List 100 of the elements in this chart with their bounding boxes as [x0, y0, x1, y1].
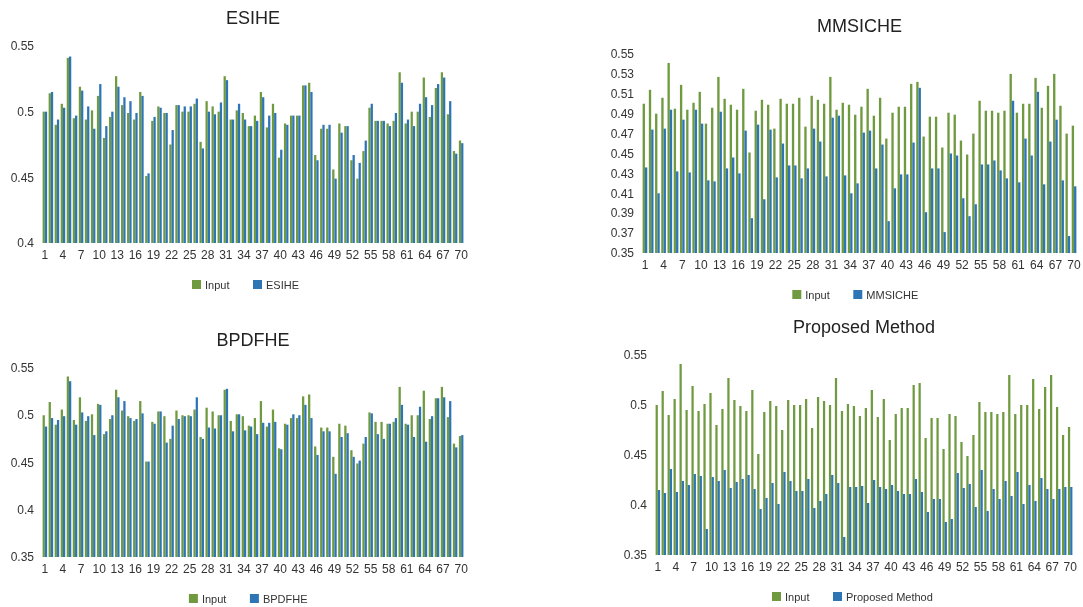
x-tick-label: 67 — [436, 248, 451, 262]
x-tick-label: 61 — [1009, 560, 1024, 574]
legend-label: Input — [785, 590, 810, 603]
x-tick-label: 40 — [273, 248, 288, 262]
x-tick-label: 55 — [363, 562, 378, 576]
y-tick-label: 0.5 — [630, 398, 648, 413]
x-tick-label: 61 — [400, 248, 414, 262]
x-tick-label: 37 — [255, 248, 270, 262]
x-tick-label: 37 — [862, 258, 876, 272]
legend-label: Proposed Method — [846, 590, 933, 603]
x-tick-label: 52 — [345, 562, 360, 576]
x-tick-label: 25 — [182, 562, 197, 576]
y-tick-label: 0.45 — [610, 146, 635, 161]
legend-label: Input — [201, 592, 227, 605]
x-tick-label: 34 — [237, 562, 251, 576]
x-tick-label: 55 — [974, 258, 988, 272]
x-tick-label: 19 — [146, 248, 161, 262]
x-tick-label: 64 — [1030, 258, 1044, 272]
x-tick-label: 4 — [660, 258, 668, 272]
x-tick-label: 22 — [164, 562, 179, 576]
x-tick-label: 19 — [758, 560, 773, 574]
x-tick-label: 49 — [327, 248, 342, 262]
legend-label: Input — [805, 288, 830, 301]
y-tick-label: 0.55 — [10, 361, 35, 376]
x-tick-label: 49 — [937, 560, 952, 574]
x-tick-label: 64 — [418, 562, 432, 576]
y-tick-label: 0.35 — [10, 550, 35, 565]
x-tick-label: 10 — [92, 248, 107, 262]
y-tick-label: 0.55 — [10, 39, 35, 54]
x-tick-label: 67 — [436, 562, 451, 576]
x-tick-label: 58 — [992, 258, 1007, 272]
chart-title: Proposed Method — [792, 317, 936, 337]
x-tick-label: 16 — [128, 562, 143, 576]
x-tick-label: 58 — [382, 248, 396, 262]
x-tick-label: 31 — [219, 562, 233, 576]
x-tick-label: 46 — [920, 560, 934, 574]
x-tick-label: 43 — [291, 562, 306, 576]
x-tick-label: 58 — [382, 562, 396, 576]
x-tick-label: 55 — [973, 560, 988, 574]
x-tick-label: 13 — [110, 562, 125, 576]
x-tick-label: 28 — [201, 248, 215, 262]
x-tick-label: 67 — [1048, 258, 1063, 272]
x-tick-label: 52 — [955, 258, 970, 272]
x-tick-label: 49 — [327, 562, 342, 576]
chart-title: BPDFHE — [216, 330, 290, 350]
x-tick-label: 31 — [830, 560, 845, 574]
x-tick-label: 13 — [712, 258, 727, 272]
x-tick-label: 7 — [690, 560, 698, 574]
x-tick-label: 70 — [1067, 258, 1082, 272]
x-tick-label: 67 — [1045, 560, 1060, 574]
legend-label: BPDFHE — [262, 592, 308, 605]
x-tick-label: 19 — [750, 258, 764, 272]
x-tick-label: 46 — [309, 248, 324, 262]
x-tick-label: 16 — [128, 248, 143, 262]
x-tick-label: 1 — [41, 248, 49, 262]
x-tick-label: 64 — [1027, 560, 1042, 574]
x-tick-label: 22 — [776, 560, 791, 574]
y-tick-label: 0.5 — [17, 104, 35, 119]
y-tick-label: 0.4 — [630, 498, 648, 513]
x-tick-label: 22 — [164, 248, 179, 262]
x-tick-label: 10 — [92, 562, 107, 576]
x-tick-label: 7 — [678, 258, 686, 272]
legend-label: Input — [205, 278, 230, 291]
x-tick-label: 1 — [41, 562, 49, 576]
x-tick-label: 10 — [704, 560, 719, 574]
x-tick-label: 43 — [291, 248, 306, 262]
x-tick-label: 4 — [59, 248, 67, 262]
x-tick-label: 7 — [77, 562, 85, 576]
x-tick-label: 28 — [812, 560, 827, 574]
x-tick-label: 16 — [740, 560, 755, 574]
y-tick-label: 0.4 — [17, 502, 35, 517]
x-tick-label: 46 — [918, 258, 932, 272]
y-tick-label: 0.53 — [610, 67, 635, 82]
legend-label: ESIHE — [266, 278, 300, 291]
chart-title: ESIHE — [225, 8, 281, 28]
y-tick-label: 0.55 — [623, 348, 648, 363]
x-tick-label: 40 — [884, 560, 898, 574]
x-tick-label: 52 — [955, 560, 970, 574]
y-tick-label: 0.43 — [610, 166, 635, 181]
x-tick-label: 49 — [936, 258, 951, 272]
x-tick-label: 70 — [454, 248, 469, 262]
y-tick-label: 0.47 — [610, 126, 635, 141]
x-tick-label: 40 — [880, 258, 895, 272]
y-tick-label: 0.45 — [10, 455, 35, 470]
x-tick-label: 34 — [848, 560, 863, 574]
x-tick-label: 25 — [787, 258, 802, 272]
x-tick-label: 7 — [77, 248, 85, 262]
chart-title: MMSICHE — [817, 16, 902, 36]
x-tick-label: 61 — [400, 562, 414, 576]
y-tick-label: 0.49 — [610, 106, 635, 121]
x-tick-label: 25 — [182, 248, 197, 262]
x-tick-label: 16 — [731, 258, 746, 272]
y-tick-label: 0.45 — [10, 170, 35, 185]
x-tick-label: 37 — [866, 560, 880, 574]
y-tick-label: 0.5 — [17, 408, 35, 423]
x-tick-label: 58 — [991, 560, 1006, 574]
legend-label: MMSICHE — [866, 288, 919, 301]
x-tick-label: 64 — [418, 248, 432, 262]
y-tick-label: 0.37 — [610, 226, 635, 241]
x-tick-label: 40 — [273, 562, 288, 576]
